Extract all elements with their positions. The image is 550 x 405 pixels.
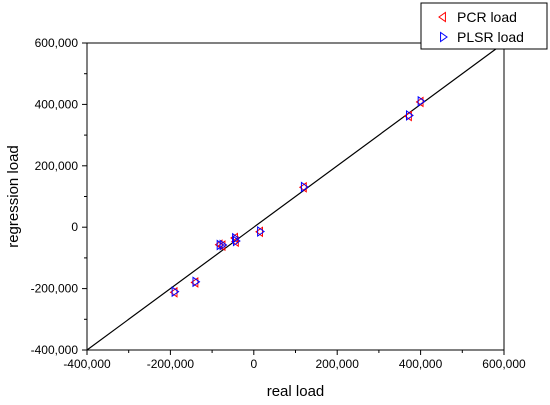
pcr-point	[255, 226, 263, 238]
pcr-point	[214, 239, 223, 251]
ticks-layer: -400,000 -200,000 0 200,000 400,000 600,000 -4…	[31, 36, 526, 371]
x-tick-label: 600,000	[482, 357, 526, 371]
plsr-point	[300, 181, 309, 193]
x-tick-label: -200,000	[147, 357, 195, 371]
legend-box	[420, 2, 548, 50]
y-tick-label: 400,000	[35, 97, 79, 111]
x-tick-label: -400,000	[63, 357, 111, 371]
x-axis-label: real load	[267, 383, 325, 400]
y-tick-label: 200,000	[35, 159, 79, 173]
plot-frame	[86, 42, 505, 351]
legend-marker	[438, 11, 446, 23]
y-tick-label: -400,000	[31, 343, 79, 357]
plsr-point	[192, 276, 201, 288]
legend-label: PCR load	[457, 9, 517, 25]
plsr-point	[232, 235, 241, 247]
plsr-point	[417, 95, 426, 107]
y-axis-label: regression load	[5, 145, 22, 248]
points-layer	[169, 95, 426, 298]
y-tick-label: 0	[71, 220, 78, 234]
y-tick-label: 600,000	[35, 36, 79, 50]
x-tick-label: 400,000	[399, 357, 443, 371]
x-tick-label: 0	[250, 357, 257, 371]
reference-line-layer	[86, 42, 505, 351]
legend-label: PLSR load	[457, 29, 524, 45]
plsr-point	[219, 239, 228, 251]
legend: PCR load PLSR load	[420, 2, 548, 50]
x-tick-label: 200,000	[316, 357, 360, 371]
plsr-point	[171, 286, 180, 298]
plsr-point	[232, 232, 240, 244]
pcr-point	[298, 181, 307, 193]
legend-marker	[440, 31, 448, 43]
reference-line	[86, 42, 505, 351]
y-tick-label: -200,000	[31, 282, 79, 296]
plsr-point	[257, 226, 265, 237]
plsr-point	[405, 109, 414, 121]
